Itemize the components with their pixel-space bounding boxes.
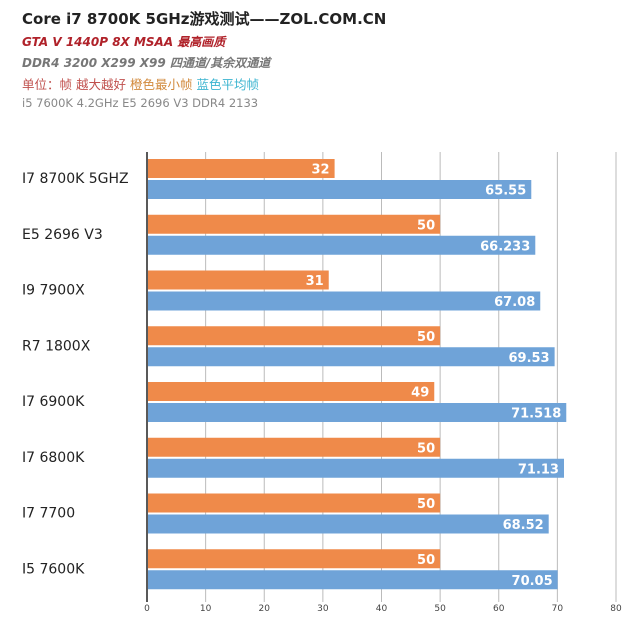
data-label: 71.13 xyxy=(518,462,559,477)
x-tick-label: 80 xyxy=(610,604,622,614)
x-tick-label: 70 xyxy=(552,604,564,614)
avg-fps-bar xyxy=(148,235,536,255)
category-label: I7 6800K xyxy=(22,450,85,466)
x-tick-label: 30 xyxy=(317,604,329,614)
category-label: R7 1800X xyxy=(22,338,91,354)
data-label: 50 xyxy=(417,218,435,233)
x-tick-label: 20 xyxy=(259,604,271,614)
x-tick-label: 0 xyxy=(144,604,150,614)
memory-note: DDR4 3200 X299 X99 四通道/其余双通道 xyxy=(22,56,271,70)
data-label: 71.518 xyxy=(511,407,561,422)
x-tick-label: 40 xyxy=(376,604,388,614)
legend-avg: 蓝色平均帧 xyxy=(196,77,259,92)
min-fps-bar xyxy=(148,214,441,234)
avg-fps-bar xyxy=(148,570,558,590)
category-label: E5 2696 V3 xyxy=(22,227,103,243)
avg-fps-bar xyxy=(148,347,555,367)
avg-fps-bar xyxy=(148,403,567,422)
data-label: 66.233 xyxy=(480,239,530,254)
avg-fps-bar xyxy=(148,458,564,478)
data-label: 68.52 xyxy=(503,518,544,533)
x-tick-label: 50 xyxy=(434,604,446,614)
category-label: I7 6900K xyxy=(22,394,85,410)
avg-fps-bar xyxy=(148,514,549,534)
data-label: 50 xyxy=(417,553,435,568)
min-fps-bar xyxy=(148,549,441,569)
chart-subtitle: GTA V 1440P 8X MSAA 最高画质 xyxy=(22,35,226,49)
min-fps-bar xyxy=(148,326,441,346)
data-label: 70.05 xyxy=(512,574,553,589)
category-label: I5 7600K xyxy=(22,561,85,577)
chart-title: Core i7 8700K 5GHz游戏测试——ZOL.COM.CN xyxy=(22,10,387,28)
legend-min: 橙色最小帧 xyxy=(129,77,193,92)
min-fps-bar xyxy=(148,493,441,513)
data-label: 50 xyxy=(417,441,435,456)
data-label: 67.08 xyxy=(494,295,535,310)
config-note: i5 7600K 4.2GHz E5 2696 V3 DDR4 2133 xyxy=(22,96,259,110)
data-label: 50 xyxy=(417,497,435,512)
avg-fps-bar xyxy=(148,291,541,311)
category-label: I7 8700K 5GHZ xyxy=(22,171,129,187)
min-fps-bar xyxy=(148,159,335,178)
category-label: I7 7700 xyxy=(22,506,75,522)
data-label: 31 xyxy=(306,274,324,289)
data-label: 49 xyxy=(411,386,429,401)
data-label: 32 xyxy=(312,163,330,178)
avg-fps-bar xyxy=(148,180,532,199)
unit-text: 单位：帧 越大越好 xyxy=(22,77,126,92)
min-fps-bar xyxy=(148,437,441,457)
min-fps-bar xyxy=(148,270,329,290)
min-fps-bar xyxy=(148,382,435,401)
data-label: 50 xyxy=(417,330,435,345)
x-tick-label: 60 xyxy=(493,604,505,614)
data-label: 69.53 xyxy=(508,351,549,366)
data-label: 65.55 xyxy=(485,184,526,199)
category-label: I9 7900X xyxy=(22,283,85,299)
x-tick-label: 10 xyxy=(200,604,212,614)
legend-line: 单位：帧 越大越好 橙色最小帧 蓝色平均帧 xyxy=(22,74,259,93)
